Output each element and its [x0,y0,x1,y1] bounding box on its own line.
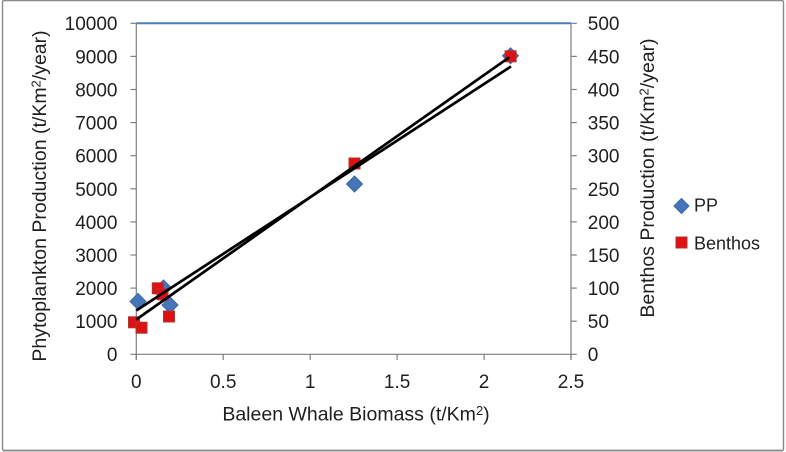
svg-text:200: 200 [588,213,620,234]
svg-text:5000: 5000 [75,180,117,201]
svg-text:100: 100 [588,279,620,300]
svg-text:2.5: 2.5 [558,372,584,393]
svg-text:350: 350 [588,114,620,135]
svg-text:4000: 4000 [75,213,117,234]
svg-text:50: 50 [588,312,609,333]
svg-text:250: 250 [588,180,620,201]
svg-text:Phytoplankton Production (t/Km: Phytoplankton Production (t/Km2/year) [29,30,52,361]
svg-text:0: 0 [131,372,142,393]
svg-text:0: 0 [107,345,118,366]
svg-text:2: 2 [479,372,490,393]
svg-text:PP: PP [694,196,718,216]
svg-text:6000: 6000 [75,147,117,168]
svg-text:2000: 2000 [75,279,117,300]
svg-text:1.5: 1.5 [384,372,410,393]
svg-text:10000: 10000 [65,14,118,35]
svg-text:7000: 7000 [75,114,117,135]
svg-text:Benthos: Benthos [694,234,760,254]
svg-text:Baleen Whale Biomass (t/Km2): Baleen Whale Biomass (t/Km2) [222,403,489,426]
svg-text:400: 400 [588,81,620,102]
svg-text:8000: 8000 [75,81,117,102]
svg-text:0.5: 0.5 [210,372,236,393]
svg-text:1000: 1000 [75,312,117,333]
svg-text:Benthos Production (t/Km2/year: Benthos Production (t/Km2/year) [637,38,660,317]
svg-text:1: 1 [305,372,316,393]
svg-text:0: 0 [588,345,599,366]
svg-text:3000: 3000 [75,246,117,267]
svg-text:500: 500 [588,14,620,35]
svg-text:150: 150 [588,246,620,267]
svg-text:450: 450 [588,47,620,68]
svg-text:300: 300 [588,147,620,168]
svg-text:9000: 9000 [75,47,117,68]
